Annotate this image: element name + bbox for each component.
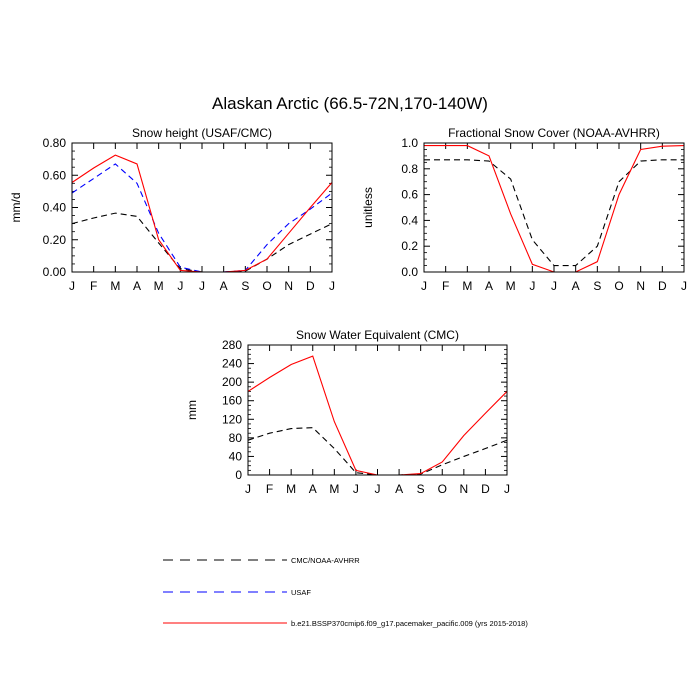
x-tick-label: A <box>485 279 493 293</box>
x-tick-label: D <box>658 279 667 293</box>
x-tick-label: J <box>199 279 205 293</box>
y-tick-label: 0.4 <box>401 213 418 227</box>
x-tick-label: J <box>504 482 510 496</box>
x-tick-label: J <box>177 279 183 293</box>
legend: CMC/NOAA-AVHRR USAF b.e21.BSSP370cmip6.f09… <box>163 556 528 628</box>
legend-label-1: USAF <box>291 588 311 597</box>
series-line-0 <box>71 212 333 273</box>
chart-snow-height: Snow height (USAF/CMC) mm/d 0.00 0.20 0.40 0.… <box>9 126 335 293</box>
chart-title: Fractional Snow Cover (NOAA-AVHRR) <box>448 126 660 140</box>
y-tick-label: 1.0 <box>401 136 418 150</box>
y-tick-label: 80 <box>229 431 243 445</box>
x-tick-label: J <box>69 279 75 293</box>
y-tick-label: 0.40 <box>43 201 67 215</box>
y-tick-label: 240 <box>222 357 242 371</box>
x-tick-label: O <box>262 279 271 293</box>
x-tick-label: S <box>417 482 425 496</box>
x-tick-label: M <box>286 482 296 496</box>
y-tick-label: 40 <box>229 449 243 463</box>
y-tick-label: 0.6 <box>401 188 418 202</box>
y-tick-label: 0.00 <box>43 265 67 279</box>
x-tick-label: J <box>329 279 335 293</box>
plots: Snow height (USAF/CMC)mm/d0.000.200.400.… <box>9 126 687 496</box>
x-tick-label: F <box>442 279 449 293</box>
x-tick-label: J <box>353 482 359 496</box>
y-tick-label: 0.0 <box>401 265 418 279</box>
x-tick-label: M <box>110 279 120 293</box>
x-tick-label: F <box>266 482 273 496</box>
x-tick-label: M <box>154 279 164 293</box>
chart-snow-cover: Fractional Snow Cover (NOAA-AVHRR) unitle… <box>361 126 687 293</box>
x-tick-label: S <box>593 279 601 293</box>
plot-frame <box>423 142 685 273</box>
y-tick-label: 200 <box>222 375 242 389</box>
figure-title: Alaskan Arctic (66.5-72N,170-140W) <box>212 94 488 113</box>
series-line-0 <box>424 159 684 267</box>
x-tick-label: M <box>462 279 472 293</box>
y-axis-label: unitless <box>361 187 375 228</box>
x-tick-label: J <box>421 279 427 293</box>
y-tick-label: 160 <box>222 394 242 408</box>
y-tick-label: 0 <box>235 468 242 482</box>
x-tick-label: A <box>395 482 403 496</box>
x-tick-label: M <box>329 482 339 496</box>
y-tick-label: 0.20 <box>43 233 67 247</box>
x-tick-label: N <box>636 279 645 293</box>
x-tick-label: J <box>529 279 535 293</box>
x-tick-label: O <box>614 279 623 293</box>
x-tick-label: A <box>572 279 580 293</box>
y-tick-label: 0.60 <box>43 168 67 182</box>
x-tick-label: M <box>506 279 516 293</box>
x-tick-label: J <box>681 279 687 293</box>
series-line-1 <box>71 163 333 273</box>
y-tick-label: 280 <box>222 338 242 352</box>
y-tick-label: 120 <box>222 412 242 426</box>
chart-swe: Snow Water Equivalent (CMC) mm 0 40 80 120 160… <box>185 328 510 496</box>
x-tick-label: F <box>90 279 97 293</box>
chart-title: Snow Water Equivalent (CMC) <box>296 328 459 342</box>
x-tick-label: J <box>375 482 381 496</box>
x-tick-label: A <box>309 482 317 496</box>
plot-frame <box>247 344 508 476</box>
x-tick-label: J <box>245 482 251 496</box>
x-tick-label: D <box>481 482 490 496</box>
chart-title: Snow height (USAF/CMC) <box>132 126 272 140</box>
x-tick-label: A <box>220 279 228 293</box>
plot-frame <box>71 142 333 273</box>
y-tick-label: 0.80 <box>43 136 67 150</box>
x-tick-label: N <box>459 482 468 496</box>
y-axis-label: mm/d <box>9 193 23 223</box>
y-tick-label: 0.2 <box>401 239 418 253</box>
x-tick-label: D <box>306 279 315 293</box>
x-tick-label: J <box>551 279 557 293</box>
y-axis-label: mm <box>185 400 199 420</box>
x-tick-label: S <box>241 279 249 293</box>
x-tick-label: O <box>438 482 447 496</box>
legend-label-2: b.e21.BSSP370cmip6.f09_g17.pacemaker_pac… <box>291 619 528 628</box>
x-tick-label: A <box>133 279 141 293</box>
y-tick-label: 0.8 <box>401 162 418 176</box>
x-tick-label: N <box>284 279 293 293</box>
legend-label-0: CMC/NOAA-AVHRR <box>291 556 360 565</box>
